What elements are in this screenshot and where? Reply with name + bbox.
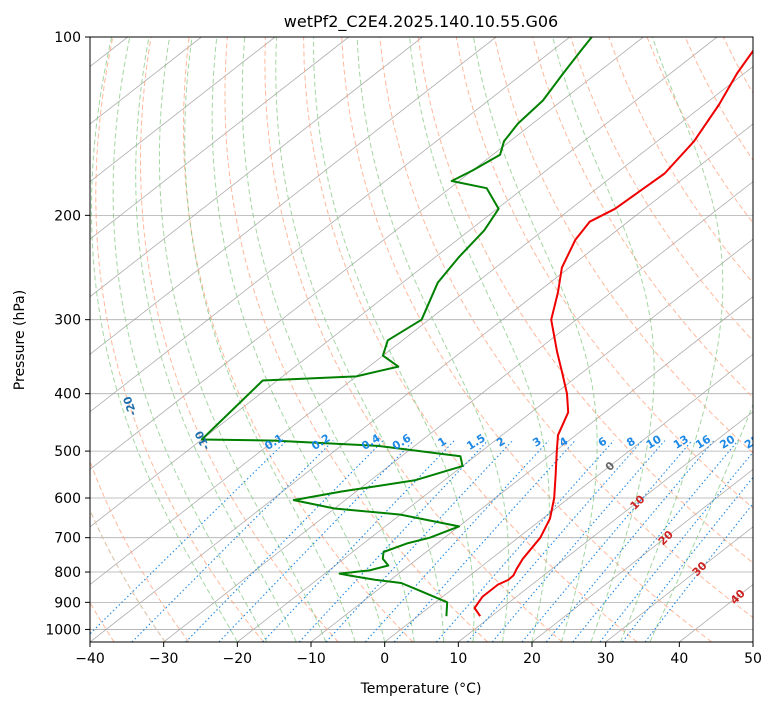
moist-adiabat-line bbox=[473, 37, 598, 642]
dry-adiabat-line bbox=[341, 37, 713, 642]
x-axis-ticks: −40 −30 −20 −10 0 10 20 30 40 50 bbox=[75, 642, 762, 667]
mixing-ratio-line bbox=[185, 440, 384, 642]
mixing-ratio-line bbox=[218, 440, 415, 642]
isotherm-lines bbox=[90, 37, 753, 642]
dry-adiabat-line bbox=[379, 37, 753, 619]
isotherm-line bbox=[531, 468, 753, 642]
x-tick-label: −10 bbox=[296, 651, 326, 667]
moist-adiabat-line bbox=[241, 37, 415, 642]
moist-adiabat-line bbox=[313, 37, 475, 642]
mixing-ratio-line bbox=[364, 440, 550, 642]
isotherm-line bbox=[458, 411, 753, 642]
x-tick-label: −20 bbox=[223, 651, 253, 667]
isotherm-line bbox=[90, 37, 349, 240]
dry-adiabat-label: -20 bbox=[121, 394, 140, 417]
moist-adiabat-line bbox=[356, 37, 510, 642]
dry-adiabat-line bbox=[417, 37, 753, 564]
mixing-ratio-line bbox=[325, 440, 514, 642]
moist-adiabat-line bbox=[158, 37, 327, 642]
isotherm-line bbox=[90, 37, 718, 528]
dry-adiabat-line bbox=[90, 508, 166, 642]
mixing-ratio-line bbox=[545, 440, 715, 642]
dry-adiabat-line bbox=[139, 37, 339, 642]
isotherm-line bbox=[605, 526, 753, 642]
y-tick-label: 600 bbox=[54, 491, 81, 507]
sounding-traces bbox=[200, 37, 753, 617]
isotherm-line bbox=[90, 37, 570, 413]
moist-adiabat-line bbox=[649, 403, 753, 642]
x-tick-label: 20 bbox=[523, 651, 541, 667]
x-tick-label: 30 bbox=[597, 651, 615, 667]
mixing-ratio-line bbox=[90, 440, 288, 635]
mixing-ratio-line bbox=[572, 440, 739, 642]
moist-adiabat-line bbox=[184, 37, 356, 642]
dry-adiabat-line bbox=[264, 37, 563, 642]
y-axis-label: Pressure (hPa) bbox=[12, 290, 28, 390]
moist-adiabat-line bbox=[409, 37, 550, 642]
dry-adiabat-line bbox=[532, 37, 753, 398]
isotherm-line bbox=[90, 37, 497, 355]
y-tick-label: 800 bbox=[54, 565, 81, 581]
y-tick-label: 100 bbox=[54, 30, 81, 46]
y-tick-label: 1000 bbox=[45, 622, 81, 638]
isotherm-line bbox=[90, 37, 423, 298]
moist-adiabat-line bbox=[135, 37, 297, 642]
x-tick-label: −40 bbox=[75, 651, 105, 667]
dry-adiabat-line bbox=[182, 37, 414, 642]
x-tick-label: 40 bbox=[670, 651, 688, 667]
isotherm-line bbox=[90, 65, 753, 585]
isotherm-line bbox=[384, 353, 753, 642]
chart-title: wetPf2_C2E4.2025.140.10.55.G06 bbox=[284, 12, 558, 32]
isotherm-line bbox=[237, 238, 753, 642]
mixing-ratio-lines bbox=[90, 440, 753, 642]
x-tick-label: 0 bbox=[380, 651, 389, 667]
y-tick-label: 500 bbox=[54, 444, 81, 460]
dry-adiabat-line bbox=[90, 460, 190, 642]
x-axis-label: Temperature (°C) bbox=[360, 681, 482, 697]
x-tick-label: 10 bbox=[449, 651, 467, 667]
isotherm-line bbox=[90, 37, 644, 470]
dry-adiabat-line bbox=[95, 37, 264, 642]
mixing-ratio-line bbox=[262, 440, 455, 642]
temperature-line bbox=[473, 49, 753, 617]
dry-adiabat-line bbox=[455, 37, 753, 509]
y-axis-ticks: 100 200 300 400 500 600 700 800 900 1000 bbox=[45, 30, 90, 638]
y-tick-label: 300 bbox=[54, 313, 81, 329]
dry-adiabat-line bbox=[303, 37, 638, 642]
mixing-ratio-line bbox=[467, 440, 643, 642]
mixing-ratio-line bbox=[599, 451, 753, 642]
moist-adiabat-line bbox=[619, 37, 724, 642]
dewpoint-line bbox=[200, 37, 593, 617]
plot-area: -100-90-80-70-60-50-40-30-20-100.10.20.4… bbox=[90, 37, 762, 642]
y-tick-label: 200 bbox=[54, 208, 81, 224]
moist-adiabat-line bbox=[91, 37, 238, 642]
dry-adiabat-line bbox=[224, 37, 488, 642]
moist-adiabat-line bbox=[552, 37, 655, 642]
isotherm-line bbox=[310, 296, 753, 642]
moist-adiabat-line bbox=[211, 37, 386, 642]
y-tick-label: 400 bbox=[54, 387, 81, 403]
isotherm-line bbox=[163, 181, 753, 642]
mixing-ratio-line bbox=[435, 440, 615, 642]
moist-adiabat-line bbox=[112, 37, 268, 642]
mixing-ratio-line bbox=[298, 440, 489, 642]
isotherm-line bbox=[90, 123, 753, 642]
dry-adiabats bbox=[90, 37, 753, 642]
mixing-ratio-line bbox=[393, 440, 576, 642]
y-tick-label: 700 bbox=[54, 531, 81, 547]
mixing-ratio-label: 25 bbox=[742, 433, 762, 452]
x-tick-label: 50 bbox=[744, 651, 762, 667]
plot-frame bbox=[89, 36, 754, 643]
dry-adiabat-line bbox=[570, 37, 753, 342]
y-tick-label: 900 bbox=[54, 595, 81, 611]
x-tick-label: −30 bbox=[149, 651, 179, 667]
isotherm-line bbox=[90, 37, 276, 183]
